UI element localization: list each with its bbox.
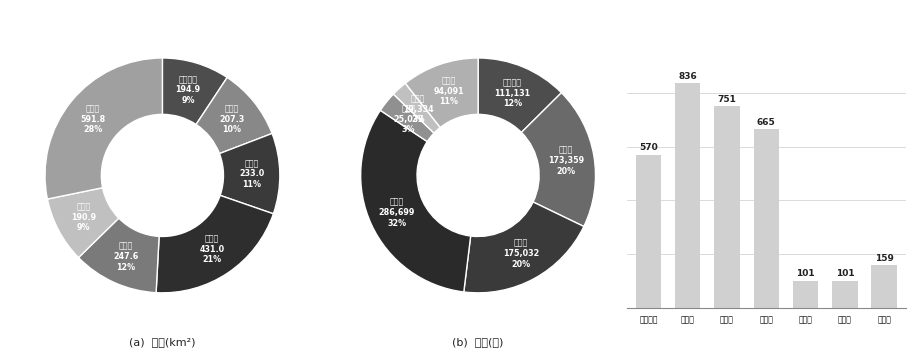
Wedge shape	[79, 218, 159, 293]
Wedge shape	[220, 134, 280, 214]
Text: 159: 159	[875, 253, 894, 262]
Wedge shape	[464, 202, 584, 293]
Bar	[715, 106, 740, 308]
Text: 여주시
247.6
12%: 여주시 247.6 12%	[113, 242, 138, 272]
Text: 101: 101	[796, 269, 815, 278]
Text: 용인시
207.3
10%: 용인시 207.3 10%	[220, 105, 244, 135]
Wedge shape	[361, 110, 470, 292]
Wedge shape	[48, 188, 119, 257]
Text: 광주시
431.0
21%: 광주시 431.0 21%	[199, 234, 225, 264]
Text: 751: 751	[717, 95, 737, 103]
Bar	[675, 83, 701, 308]
Wedge shape	[405, 58, 479, 127]
Wedge shape	[156, 195, 274, 293]
Text: 남양주시
194.9
9%: 남양주시 194.9 9%	[176, 75, 200, 105]
Text: 이천시
233.0
11%: 이천시 233.0 11%	[239, 159, 264, 189]
Text: 665: 665	[757, 118, 776, 127]
Text: 남양주시
111,131
12%: 남양주시 111,131 12%	[494, 78, 531, 108]
Wedge shape	[162, 58, 227, 125]
Bar	[636, 155, 662, 308]
Text: 양평군
94,091
11%: 양평군 94,091 11%	[434, 76, 464, 106]
Text: 양평군
591.8
28%: 양평군 591.8 28%	[81, 104, 106, 134]
Text: 가평군
190.9
9%: 가평군 190.9 9%	[71, 202, 96, 232]
Wedge shape	[478, 58, 562, 132]
Bar	[754, 129, 779, 308]
Wedge shape	[393, 83, 440, 133]
Text: 가평군
19,334
2%: 가평군 19,334 2%	[403, 95, 434, 124]
Text: 이천시
175,032
20%: 이천시 175,032 20%	[502, 239, 539, 268]
Text: 570: 570	[639, 143, 658, 152]
Text: 101: 101	[835, 269, 855, 278]
Text: 용인시
173,359
20%: 용인시 173,359 20%	[548, 146, 584, 175]
Wedge shape	[196, 77, 272, 154]
Text: 광주시
286,699
32%: 광주시 286,699 32%	[379, 198, 415, 228]
Wedge shape	[381, 94, 434, 141]
Text: (a)  면적(km²): (a) 면적(km²)	[129, 337, 196, 347]
Text: 여주시
25,033
3%: 여주시 25,033 3%	[393, 105, 424, 135]
Wedge shape	[45, 58, 163, 199]
Text: (b)  인구(명): (b) 인구(명)	[452, 337, 504, 347]
Bar	[871, 265, 897, 308]
Bar	[792, 281, 818, 308]
Wedge shape	[522, 93, 596, 227]
Bar	[832, 281, 857, 308]
Text: 836: 836	[678, 72, 697, 81]
